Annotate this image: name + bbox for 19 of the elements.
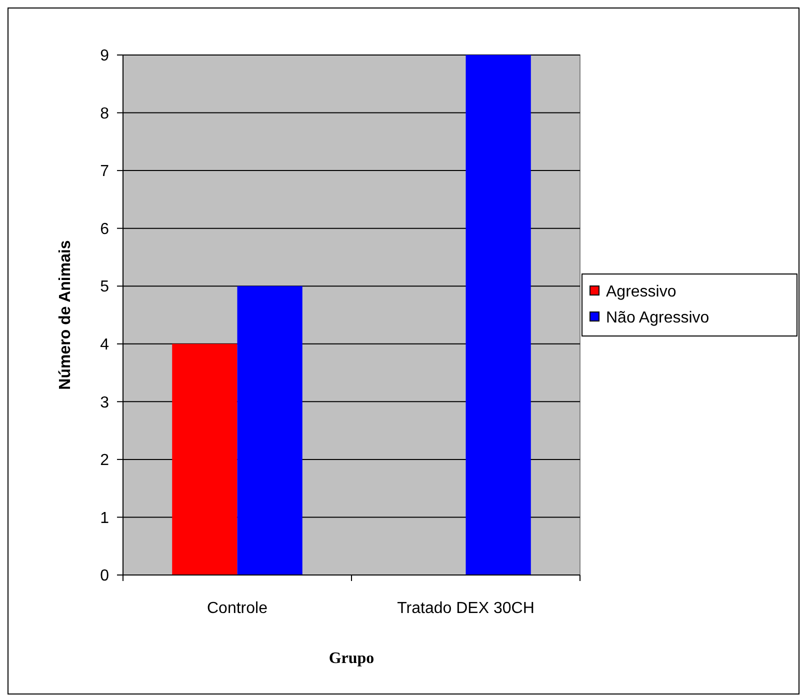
y-tick-label: 0	[100, 568, 110, 585]
legend-label: Agressivo	[606, 284, 676, 301]
x-tick-label: Controle	[207, 600, 268, 617]
y-tick-label: 6	[100, 220, 110, 238]
y-tick-label: 7	[100, 163, 110, 180]
bar	[172, 344, 238, 575]
bar	[237, 286, 302, 575]
y-tick-label: 2	[100, 452, 110, 470]
legend-label: Não Agressivo	[606, 310, 710, 327]
y-tick-label: 4	[100, 336, 110, 354]
y-axis-title: Número de Animais	[57, 240, 74, 390]
y-tick-label: 5	[100, 278, 110, 296]
y-tick-label: 3	[100, 394, 110, 412]
y-tick-label: 8	[100, 105, 110, 122]
y-tick-label: 9	[100, 48, 110, 65]
x-tick-label: Tratado DEX 30CH	[397, 600, 534, 617]
x-axis-title: Grupo	[328, 650, 374, 667]
bar	[466, 55, 531, 575]
y-tick-label: 1	[100, 510, 110, 527]
